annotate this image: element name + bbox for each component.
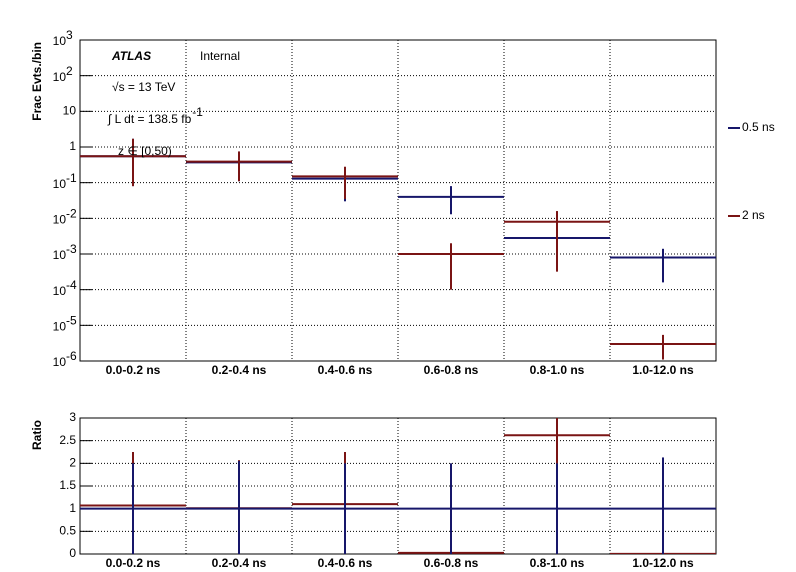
x-tick-label: 1.0-12.0 ns (632, 363, 694, 377)
plot-frame (79, 39, 717, 362)
y-tick-label-exponent: 3 (66, 28, 73, 42)
annotation: z ∈ [0,50) (118, 144, 172, 158)
y-axis-label: Frac Evts./bin (30, 42, 44, 121)
y-tick-label: 10 (53, 355, 67, 369)
annotation: √s = 13 TeV (112, 80, 175, 94)
x-tick-label: 0.4-0.6 ns (318, 556, 373, 570)
y-tick-label: 0.5 (59, 524, 76, 538)
x-tick-label: 0.8-1.0 ns (530, 363, 585, 377)
x-tick-label: 0.6-0.8 ns (424, 363, 479, 377)
annotation-exponent: -1 (192, 105, 203, 119)
y-tick-label-exponent: -3 (66, 242, 77, 256)
annotation: Internal (200, 49, 240, 63)
x-tick-label: 0.0-0.2 ns (106, 363, 161, 377)
y-tick-label: 10 (53, 320, 67, 334)
x-tick-label: 0.6-0.8 ns (424, 556, 479, 570)
legend-label: 2 ns (742, 208, 765, 222)
y-tick-label: 2 (69, 456, 76, 470)
y-tick-label: 1 (69, 139, 76, 153)
annotation: ∫ L dt = 138.5 fb (107, 112, 192, 126)
x-tick-label: 0.2-0.4 ns (212, 363, 267, 377)
y-tick-label: 10 (53, 177, 67, 191)
y-tick-label-exponent: -2 (66, 207, 77, 221)
y-tick-label-exponent: 2 (66, 64, 73, 78)
y-axis-label: Ratio (30, 420, 44, 450)
annotation: ATLAS (111, 49, 151, 63)
y-tick-label-exponent: -4 (66, 278, 77, 292)
y-tick-label: 10 (53, 284, 67, 298)
y-tick-label-exponent: -6 (66, 349, 77, 363)
y-tick-label: 2.5 (59, 433, 76, 447)
y-tick-label: 10 (53, 213, 67, 227)
y-tick-label: 10 (63, 104, 77, 118)
legend-label: 0.5 ns (742, 120, 775, 134)
series-layer (80, 418, 716, 554)
y-tick-label: 10 (53, 70, 67, 84)
y-tick-label: 0 (69, 546, 76, 560)
x-tick-label: 0.0-0.2 ns (106, 556, 161, 570)
y-tick-label: 1 (69, 501, 76, 515)
x-tick-label: 1.0-12.0 ns (632, 556, 694, 570)
series-layer (80, 138, 716, 360)
x-tick-label: 0.2-0.4 ns (212, 556, 267, 570)
y-tick-label: 10 (53, 34, 67, 48)
y-tick-label: 3 (69, 410, 76, 424)
y-tick-label-exponent: -5 (66, 314, 77, 328)
y-tick-label-exponent: -1 (66, 171, 77, 185)
x-tick-label: 0.8-1.0 ns (530, 556, 585, 570)
plot-frame (79, 417, 717, 555)
y-tick-label: 10 (53, 248, 67, 262)
y-tick-label: 1.5 (59, 478, 76, 492)
x-tick-label: 0.4-0.6 ns (318, 363, 373, 377)
